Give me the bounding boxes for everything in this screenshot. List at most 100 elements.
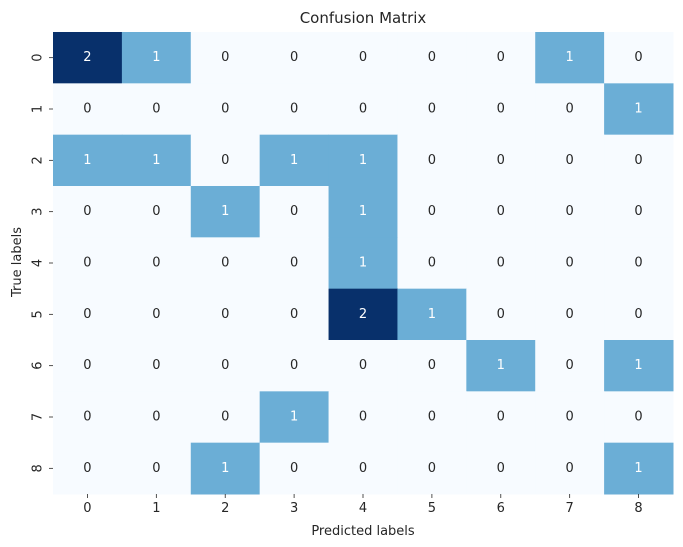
heatmap-cell-r5-c2	[190, 288, 261, 341]
x-tick-label: 8	[634, 501, 642, 516]
cell-value-r2-c8: 0	[634, 153, 642, 168]
cell-value-r6-c4: 0	[359, 358, 367, 373]
cell-value-r7-c4: 0	[359, 410, 367, 425]
heatmap-cell-r8-c4	[328, 442, 398, 495]
cell-value-r7-c0: 0	[83, 410, 91, 425]
cell-value-r6-c0: 0	[83, 358, 91, 373]
heatmap-cell-r3-c4	[328, 186, 398, 238]
cell-value-r6-c6: 1	[497, 358, 505, 373]
heatmap-cell-r4-c3	[259, 237, 330, 290]
heatmap-cell-r2-c6	[466, 134, 536, 187]
y-axis-title: True labels	[10, 227, 25, 298]
cell-value-r0-c1: 1	[152, 50, 160, 65]
cell-value-r1-c0: 0	[83, 102, 91, 117]
heatmap-cell-r1-c6	[466, 83, 536, 136]
heatmap-cell-r7-c0	[53, 391, 123, 444]
cell-value-r8-c1: 0	[152, 461, 160, 476]
heatmap-cell-r5-c6	[466, 288, 536, 341]
heatmap-cell-r5-c0	[53, 288, 123, 341]
cell-value-r3-c2: 1	[221, 204, 229, 219]
heatmap-cell-r7-c1	[121, 391, 192, 444]
heatmap-cell-r8-c8	[604, 442, 674, 495]
cell-value-r2-c7: 0	[566, 153, 574, 168]
heatmap-cell-r3-c1	[121, 186, 192, 238]
heatmap-cell-r2-c2	[190, 134, 261, 187]
cell-value-r1-c4: 0	[359, 102, 367, 117]
heatmap-cell-r4-c0	[53, 237, 123, 290]
heatmap-cell-r0-c3	[259, 32, 330, 84]
heatmap-cell-r2-c5	[397, 134, 467, 187]
y-tick-label: 1	[31, 105, 46, 113]
cell-value-r6-c2: 0	[221, 358, 229, 373]
heatmap-cell-r4-c5	[397, 237, 467, 290]
heatmap-cell-r3-c5	[397, 186, 467, 238]
cell-value-r5-c6: 0	[497, 307, 505, 322]
cell-value-r5-c4: 2	[359, 307, 367, 322]
cell-value-r3-c0: 0	[83, 204, 91, 219]
heatmap-cell-r7-c7	[535, 391, 605, 444]
cell-value-r1-c5: 0	[428, 102, 436, 117]
cell-value-r2-c1: 1	[152, 153, 160, 168]
cell-value-r0-c5: 0	[428, 50, 436, 65]
y-tick-label: 0	[31, 54, 46, 62]
cell-value-r4-c3: 0	[290, 256, 298, 271]
x-tick-label: 1	[152, 501, 160, 516]
y-tick-label: 7	[31, 413, 46, 421]
cell-value-r0-c3: 0	[290, 50, 298, 65]
cell-value-r4-c2: 0	[221, 256, 229, 271]
heatmap-cell-r0-c2	[190, 32, 261, 84]
cell-value-r5-c1: 0	[152, 307, 160, 322]
cell-value-r8-c3: 0	[290, 461, 298, 476]
heatmap-cell-r2-c1	[121, 134, 192, 187]
cell-value-r7-c3: 1	[290, 410, 298, 425]
x-tick-label: 5	[428, 501, 436, 516]
heatmap-cell-r0-c0	[53, 32, 123, 84]
heatmap-cell-r7-c6	[466, 391, 536, 444]
heatmap-cell-r4-c2	[190, 237, 261, 290]
heatmap-cell-r7-c4	[328, 391, 398, 444]
cell-value-r2-c6: 0	[497, 153, 505, 168]
cell-value-r3-c6: 0	[497, 204, 505, 219]
cell-value-r0-c7: 1	[566, 50, 574, 65]
cell-value-r8-c0: 0	[83, 461, 91, 476]
cell-value-r4-c4: 1	[359, 256, 367, 271]
cell-value-r1-c1: 0	[152, 102, 160, 117]
heatmap-cell-r2-c8	[604, 134, 674, 187]
cell-value-r1-c6: 0	[497, 102, 505, 117]
heatmap-cell-r4-c6	[466, 237, 536, 290]
heatmap-cell-r6-c1	[121, 340, 192, 392]
heatmap-cell-r0-c1	[121, 32, 192, 84]
heatmap-cell-r1-c2	[190, 83, 261, 136]
cell-value-r3-c4: 1	[359, 204, 367, 219]
x-tick-label: 2	[221, 501, 229, 516]
heatmap-cell-r6-c6	[466, 340, 536, 392]
cell-value-r0-c6: 0	[497, 50, 505, 65]
heatmap-cell-r7-c2	[190, 391, 261, 444]
cell-value-r2-c5: 0	[428, 153, 436, 168]
heatmap-cell-r5-c4	[328, 288, 398, 341]
y-tick-label: 2	[31, 156, 46, 164]
cell-value-r2-c0: 1	[83, 153, 91, 168]
cell-value-r7-c5: 0	[428, 410, 436, 425]
heatmap-cell-r1-c8	[604, 83, 674, 136]
heatmap-cell-r7-c5	[397, 391, 467, 444]
cell-value-r7-c6: 0	[497, 410, 505, 425]
heatmap-cell-r8-c1	[121, 442, 192, 495]
cell-value-r4-c0: 0	[83, 256, 91, 271]
heatmap-cell-r1-c7	[535, 83, 605, 136]
cell-value-r7-c7: 0	[566, 410, 574, 425]
cell-value-r0-c2: 0	[221, 50, 229, 65]
heatmap-cell-r3-c8	[604, 186, 674, 238]
cell-value-r6-c7: 0	[566, 358, 574, 373]
cell-value-r5-c3: 0	[290, 307, 298, 322]
heatmap-cell-r0-c5	[397, 32, 467, 84]
cell-value-r5-c7: 0	[566, 307, 574, 322]
cell-value-r8-c7: 0	[566, 461, 574, 476]
x-tick-label: 0	[83, 501, 91, 516]
heatmap-cell-r5-c5	[397, 288, 467, 341]
cell-value-r7-c2: 0	[221, 410, 229, 425]
heatmap-cells: 2 1 0 0 0 0 0 1 0 0 0 0 0 0 0 0 0 1 1 1 0 1 1 0 0 0 0 0 0 1 0 1 0 0 0 0 0 0 0 0…	[53, 32, 674, 495]
heatmap-cell-r3-c6	[466, 186, 536, 238]
cell-value-r5-c5: 1	[428, 307, 436, 322]
